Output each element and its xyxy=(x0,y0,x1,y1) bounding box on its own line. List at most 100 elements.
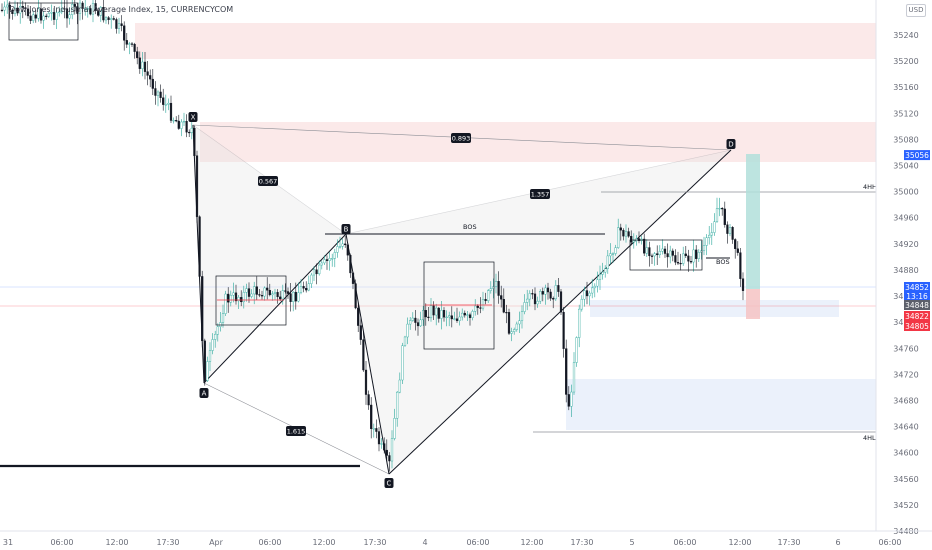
point-label-a: A xyxy=(202,390,207,398)
candle-body xyxy=(653,253,656,257)
candle-body xyxy=(692,249,695,263)
candle-body xyxy=(159,91,162,98)
candle-body xyxy=(271,293,274,296)
candle-body xyxy=(26,8,30,17)
candle-body xyxy=(578,308,581,338)
candle-body xyxy=(650,255,654,257)
x-tick-label: 06:00 xyxy=(258,538,281,547)
x-tick-label: 17:30 xyxy=(156,538,179,547)
candle-body xyxy=(117,23,121,29)
candle-body xyxy=(546,287,550,293)
candle-body xyxy=(588,292,591,297)
candle-body xyxy=(133,43,136,52)
candle-body xyxy=(611,253,615,255)
candle-body xyxy=(42,15,45,21)
candle-body xyxy=(81,2,84,9)
candle-body xyxy=(505,312,508,314)
candle-body xyxy=(323,259,326,264)
point-badge-b xyxy=(341,224,351,234)
candle-body xyxy=(487,290,490,301)
candle-body xyxy=(401,345,404,381)
candle-body xyxy=(195,155,199,217)
candle-body xyxy=(474,305,477,312)
annotation-label: 4HH xyxy=(863,183,877,191)
candle-body xyxy=(593,285,596,289)
candle-body xyxy=(643,238,646,254)
candle-body xyxy=(632,240,635,243)
range-box xyxy=(8,2,79,41)
candle-body xyxy=(0,9,4,12)
candle-body xyxy=(728,227,732,234)
y-tick-label: 35240 xyxy=(893,31,918,40)
y-tick-label: 34920 xyxy=(893,240,918,249)
candle-body xyxy=(554,285,557,300)
price-label: 34848 xyxy=(905,301,929,310)
candle-body xyxy=(513,329,516,332)
candle-body xyxy=(708,234,711,238)
candle-body xyxy=(336,246,339,253)
point-badge-d xyxy=(726,139,736,149)
candle-body xyxy=(19,6,22,14)
candle-body xyxy=(73,4,76,7)
price-label-bg xyxy=(904,300,930,310)
x-tick-label: 12:00 xyxy=(520,538,543,547)
candle-body xyxy=(21,6,24,8)
candle-body xyxy=(341,243,344,247)
candle-body xyxy=(388,455,391,462)
candle-body xyxy=(328,258,331,261)
ratio-badge xyxy=(451,133,471,143)
candle-body xyxy=(13,7,17,14)
candle-body xyxy=(364,369,368,395)
candle-body xyxy=(531,293,534,295)
candle-body xyxy=(63,8,66,10)
point-label-b: B xyxy=(344,226,349,234)
candle-body xyxy=(45,15,48,17)
candle-body xyxy=(299,286,303,293)
time-axis: 31 06:00 12:00 17:30 Apr 06:00 12:00 17:30 4 06:0… xyxy=(0,530,932,547)
candle-body xyxy=(721,208,724,210)
candle-body xyxy=(419,319,422,327)
currency-button[interactable]: USD xyxy=(906,4,926,17)
candle-body xyxy=(50,12,53,14)
candle-body xyxy=(193,127,196,156)
zones-layer xyxy=(0,23,876,430)
x-tick-label: 12:00 xyxy=(728,538,751,547)
candle-body xyxy=(663,248,667,254)
candle-body xyxy=(687,255,690,262)
candle-body xyxy=(718,208,721,210)
candle-body xyxy=(414,317,417,323)
point-label-x: X xyxy=(191,114,196,122)
candle-body xyxy=(58,11,61,14)
candle-body xyxy=(455,318,459,321)
candle-body xyxy=(736,248,739,253)
range-box xyxy=(629,239,703,271)
candle-body xyxy=(268,290,271,296)
candle-body xyxy=(461,312,464,318)
candle-body xyxy=(242,292,245,303)
candle-body xyxy=(318,264,321,275)
candle-body xyxy=(177,120,180,129)
candle-body xyxy=(367,394,370,406)
x-tick-label: 12:00 xyxy=(105,538,128,547)
candle-body xyxy=(286,291,290,294)
x-tick-label: 06:00 xyxy=(50,538,73,547)
candle-body xyxy=(123,25,126,41)
candle-body xyxy=(458,316,461,321)
candle-body xyxy=(214,334,217,340)
point-label-c: C xyxy=(387,480,392,488)
candle-body xyxy=(354,283,357,309)
supply-zone xyxy=(135,23,876,59)
candle-body xyxy=(565,348,568,395)
long-target-zone xyxy=(746,154,760,289)
candle-body xyxy=(549,291,552,299)
candle-body xyxy=(99,7,102,16)
candle-body xyxy=(479,307,482,309)
y-tick-label: 35120 xyxy=(893,109,918,118)
x-tick-label: 5 xyxy=(629,538,634,547)
price-label-bg xyxy=(904,282,930,292)
candle-body xyxy=(575,337,578,363)
candle-body xyxy=(518,320,521,325)
candle-body xyxy=(6,4,9,8)
candle-body xyxy=(614,247,617,254)
